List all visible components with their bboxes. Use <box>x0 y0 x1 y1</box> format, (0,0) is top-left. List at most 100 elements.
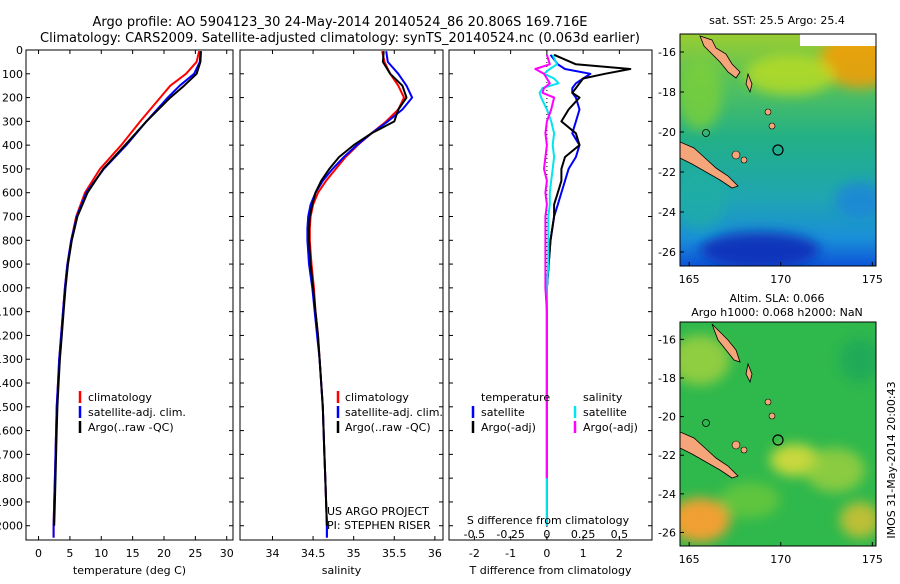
s-tick-label: -0.25 <box>496 528 524 541</box>
sla-map-ticks: 165 170 175 -16 -18 -20 -22 -24 -26 <box>658 333 883 566</box>
x-tick-label: 5 <box>66 547 73 560</box>
s-difference-label: S difference from climatology <box>467 514 630 527</box>
x-tick-label: 25 <box>188 547 202 560</box>
salinity-panel: 34 34.5 35 35.5 36 salinity <box>239 49 444 577</box>
legend-argo-label: Argo(..raw -QC) <box>88 421 174 434</box>
y-tick-label: 200 <box>2 92 23 105</box>
x-tick-label: 34 <box>265 547 279 560</box>
legend-temp-satellite-label: satellite <box>481 406 525 419</box>
title-line-2: Climatology: CARS2009. Satellite-adjuste… <box>40 31 640 46</box>
x-tick-label: 35.5 <box>382 547 407 560</box>
temperature-legend: climatology satellite-adj. clim. Argo(..… <box>78 391 186 434</box>
map-x-tick-label: 170 <box>770 553 791 566</box>
x-tick-label: 35 <box>347 547 361 560</box>
y-tick-label: 1800 <box>0 472 23 485</box>
x-tick-label: 30 <box>220 547 234 560</box>
x-tick-label: 34.5 <box>301 547 326 560</box>
differences-x-axis-label: T difference from climatology <box>469 564 632 577</box>
map-y-tick-label: -18 <box>658 86 676 99</box>
series-line-satellite-adj-clim- <box>52 51 202 538</box>
legend-climatology-label: climatology <box>345 391 409 404</box>
sla-map-frame <box>679 321 877 547</box>
sst-map-field <box>680 34 876 266</box>
y-tick-label: 1100 <box>0 306 23 319</box>
map-y-tick-label: -24 <box>658 206 676 219</box>
y-tick-label: 1900 <box>0 496 23 509</box>
map-y-tick-label: -22 <box>658 449 676 462</box>
salinity-legend: climatology satellite-adj. clim. Argo(..… <box>336 391 443 434</box>
legend-satellite-label: satellite-adj. clim. <box>345 406 443 419</box>
map-y-tick-label: -20 <box>658 126 676 139</box>
map-x-tick-label: 170 <box>770 273 791 286</box>
legend-temperature-header: temperature <box>481 391 550 404</box>
map-x-tick-label: 175 <box>862 553 883 566</box>
y-tick-label: 100 <box>2 68 23 81</box>
series-line-argo-raw-qc- <box>53 51 202 526</box>
y-tick-label: 1400 <box>0 377 23 390</box>
y-tick-label: 1700 <box>0 448 23 461</box>
salinity-x-axis-label: salinity <box>322 564 362 577</box>
x-tick-label: 0 <box>543 547 550 560</box>
series-line-argo-raw-qc- <box>308 51 408 526</box>
x-tick-label: -2 <box>469 547 480 560</box>
temperature-plot-frame <box>25 49 234 541</box>
x-tick-label: 0 <box>35 547 42 560</box>
y-tick-label: 2000 <box>0 520 23 533</box>
title-line-1: Argo profile: AO 5904123_30 24-May-2014 … <box>93 15 588 30</box>
y-tick-label: 400 <box>2 139 23 152</box>
salinity-plot-frame <box>239 49 444 541</box>
map-y-tick-label: -26 <box>658 526 676 539</box>
legend-sal-satellite-label: satellite <box>583 406 627 419</box>
temperature-panel: 0 5 10 15 20 25 30 temperature (deg C) 0 100 200 30… <box>0 44 234 577</box>
x-tick-label: 15 <box>126 547 140 560</box>
y-tick-label: 0 <box>16 44 23 57</box>
legend-salinity-header: salinity <box>583 391 623 404</box>
y-tick-label: 900 <box>2 258 23 271</box>
map-y-tick-label: -24 <box>658 488 676 501</box>
series-line-climatology <box>52 50 201 538</box>
x-tick-label: -1 <box>505 547 516 560</box>
difference-panel: -2 -1 0 1 2 T difference from climatology <box>448 49 653 577</box>
y-tick-label: 800 <box>2 234 23 247</box>
legend-temp-argo-label: Argo(-adj) <box>481 421 536 434</box>
temperature-x-axis-label: temperature (deg C) <box>73 564 186 577</box>
series-line-salinity-argo-adj- <box>534 54 556 479</box>
argo-location-marker <box>772 434 784 446</box>
argo-location-marker <box>772 144 784 156</box>
s-tick-label: 0 <box>543 528 550 541</box>
s-tick-label: 0.25 <box>571 528 596 541</box>
sst-map-frame <box>679 33 877 267</box>
series-line-salinity-satellite <box>538 54 560 526</box>
y-tick-label: 1300 <box>0 353 23 366</box>
sst-map-title: sat. SST: 25.5 Argo: 25.4 <box>709 14 845 27</box>
x-tick-label: 1 <box>580 547 587 560</box>
sla-map-title-line-2: Argo h1000: 0.068 h2000: NaN <box>691 306 863 319</box>
map-y-tick-label: -26 <box>658 246 676 259</box>
map-y-tick-label: -16 <box>658 46 676 59</box>
y-tick-label: 1200 <box>0 329 23 342</box>
difference-legend: temperature salinity satellite Argo(-adj… <box>471 391 638 434</box>
sst-map-ticks: 165 170 175 -16 -18 -20 -22 -24 -26 <box>658 46 883 286</box>
y-tick-label: 300 <box>2 115 23 128</box>
differences-plot-frame <box>448 49 653 541</box>
y-tick-label: 700 <box>2 211 23 224</box>
series-line-temperature-satellite <box>545 54 592 526</box>
map-x-tick-label: 165 <box>679 273 700 286</box>
legend-sal-argo-label: Argo(-adj) <box>583 421 638 434</box>
legend-argo-label: Argo(..raw -QC) <box>345 421 431 434</box>
sla-map-title-line-1: Altim. SLA: 0.066 <box>729 292 824 305</box>
sla-map-field <box>680 322 876 546</box>
x-tick-label: 10 <box>94 547 108 560</box>
map-x-tick-label: 175 <box>862 273 883 286</box>
y-tick-label: 600 <box>2 187 23 200</box>
pi-credit: PI: STEPHEN RISER <box>327 519 431 532</box>
y-tick-label: 1500 <box>0 401 23 414</box>
map-x-tick-label: 165 <box>679 553 700 566</box>
y-tick-label: 1000 <box>0 282 23 295</box>
legend-satellite-label: satellite-adj. clim. <box>88 406 186 419</box>
series-line-satellite-adj-clim- <box>306 51 414 538</box>
x-tick-label: 2 <box>616 547 623 560</box>
x-tick-label: 20 <box>157 547 171 560</box>
x-tick-label: 36 <box>428 547 442 560</box>
